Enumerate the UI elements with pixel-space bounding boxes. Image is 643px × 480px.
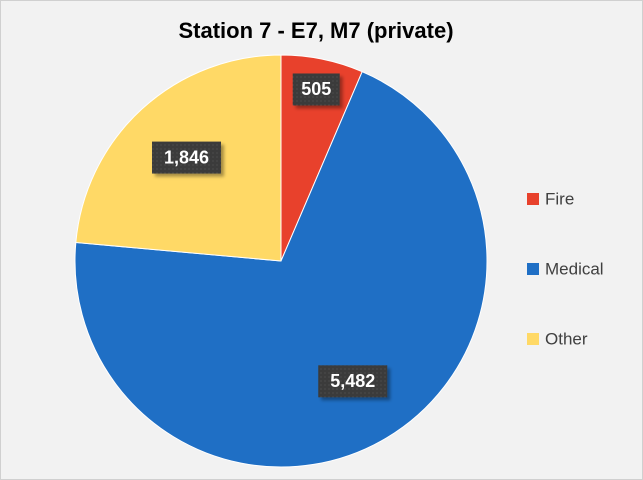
legend-label: Other [545, 329, 588, 348]
data-label: 5,482 [318, 365, 388, 398]
legend-swatch [527, 263, 539, 275]
legend-swatch [527, 193, 539, 205]
data-label: 505 [292, 73, 340, 106]
chart-title: Station 7 - E7, M7 (private) [178, 18, 453, 43]
legend-swatch [527, 333, 539, 345]
data-label-box [318, 365, 388, 398]
legend-label: Medical [545, 259, 604, 278]
data-label-text: 505 [301, 79, 331, 99]
data-label-text: 5,482 [330, 371, 375, 391]
data-label-text: 1,846 [164, 147, 209, 167]
data-label-box [292, 73, 340, 106]
legend-label: Fire [545, 189, 574, 208]
data-label: 1,846 [152, 141, 222, 174]
data-label-box [152, 141, 222, 174]
